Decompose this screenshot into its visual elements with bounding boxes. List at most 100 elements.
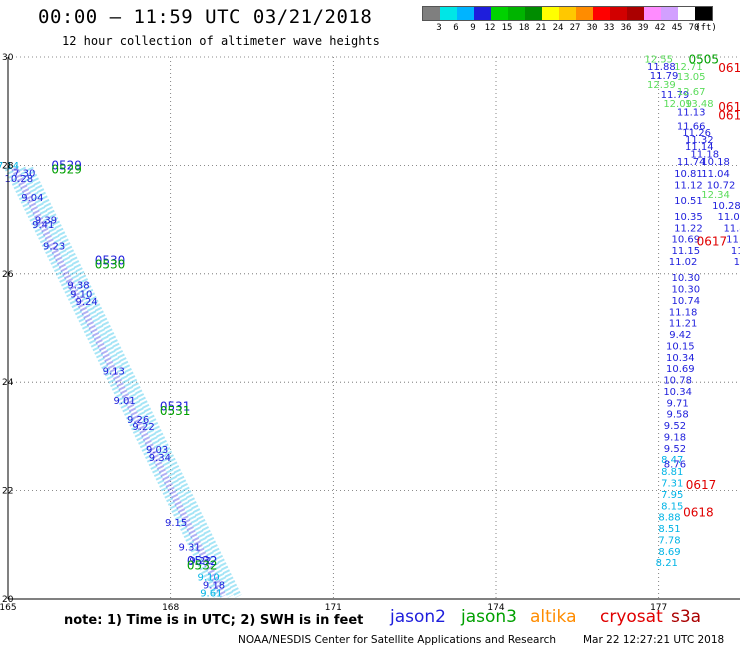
mission-jason2: jason2: [390, 607, 446, 627]
page-subtitle: 12 hour collection of altimeter wave hei…: [62, 34, 380, 48]
wave-height-value: 7.31: [661, 479, 683, 490]
legend-bin-label: 70: [688, 23, 700, 33]
axis-layer: 165 168 171 174 177 30 28 26 24 22 20: [0, 53, 740, 613]
legend-bin-label: 12: [484, 23, 496, 33]
legend-bin-label: 6: [453, 23, 459, 33]
wave-height-value: 9.61: [200, 589, 222, 600]
legend-swatch: [423, 7, 440, 20]
legend-bin-label: 42: [654, 23, 666, 33]
wave-height-value: 11.66: [677, 121, 706, 132]
wave-height-value: 7.14: [0, 161, 19, 172]
legend-swatch: [491, 7, 508, 20]
wave-height-value: 9.18: [664, 432, 686, 443]
footer-note: note: 1) Time is in UTC; 2) SWH is in fe…: [64, 613, 364, 628]
x-tick-label: 168: [162, 603, 179, 613]
wave-height-value: 12.09: [663, 99, 692, 110]
wave-height-value: 13.48: [685, 99, 714, 110]
wave-height-value: 11: [734, 257, 740, 268]
wave-height-value: 8.76: [664, 460, 686, 471]
wave-height-value: 11.79: [661, 90, 690, 101]
wave-height-value: 8.15: [661, 501, 683, 512]
wave-height-value: 9.18: [203, 580, 225, 591]
page-title: 00:00 – 11:59 UTC 03/21/2018: [38, 6, 373, 28]
wave-height-value: 9.13: [103, 366, 125, 377]
y-tick-label: 20: [2, 595, 14, 605]
pass-number-label: 0530: [95, 258, 126, 272]
wave-height-value: 11.18: [669, 307, 698, 318]
wave-height-value: 8.21: [656, 558, 678, 569]
wave-height-value: 11.12: [674, 180, 703, 191]
wave-height-value: 10.81: [674, 169, 703, 180]
swath-track: [11, 166, 227, 598]
wave-height-value: 11.22: [674, 223, 703, 234]
wave-height-value: 8.69: [658, 547, 680, 558]
pass-number-label: 0530: [95, 253, 126, 267]
wave-height-value: 10.30: [671, 285, 700, 296]
wave-height-value: 10.51: [674, 196, 703, 207]
pass-number-label: 0532: [187, 554, 218, 568]
wave-height-value: 10.35: [674, 212, 703, 223]
legend-bin-label: 24: [552, 23, 564, 33]
wave-height-value: 11.74: [677, 157, 706, 168]
legend-swatch: [508, 7, 525, 20]
point-layer: 7.147.3010.289.049.399.419.239.389.109.2…: [0, 55, 740, 600]
legend-labels: 3 6 9 12 15 18 21 24 27 30 33 36 39 42 45 70 (ft): [422, 23, 717, 35]
wave-height-value: 8.51: [658, 524, 680, 535]
wave-height-value: 13.05: [677, 72, 706, 83]
pass-number-label: 0529: [51, 163, 82, 177]
wave-height-value: 10.74: [671, 296, 700, 307]
footer-credit: NOAA/NESDIS Center for Satellite Applica…: [238, 634, 556, 646]
wave-height-value: 10.28: [712, 201, 740, 212]
wave-height-value: 9.38: [67, 281, 89, 292]
wave-height-value: 11.00: [718, 212, 740, 223]
x-tick-label: 174: [487, 603, 504, 613]
x-tick-label: 165: [0, 603, 17, 613]
wave-height-value: 11.88: [647, 62, 676, 73]
wave-height-value: 11.15: [671, 246, 700, 257]
legend-swatch: [593, 7, 610, 20]
wave-height-value: 9.31: [179, 543, 201, 554]
legend-swatch: [474, 7, 491, 20]
wave-height-value: 9.22: [189, 556, 211, 567]
wave-height-value: 11.32: [685, 135, 714, 146]
legend-swatch: [457, 7, 474, 20]
wave-height-value: 7.30: [13, 169, 35, 180]
wave-height-value: 11.26: [682, 128, 711, 139]
wave-height-value: 9.26: [127, 415, 149, 426]
wave-height-value: 10.69: [671, 235, 700, 246]
pass-number-label: 061: [718, 100, 740, 114]
x-tick-label: 171: [325, 603, 342, 613]
wave-height-value: 12.71: [674, 62, 703, 73]
wave-height-value: 8.47: [661, 455, 683, 466]
y-tick-label: 26: [2, 270, 14, 280]
legend-swatch: [559, 7, 576, 20]
pass-label-layer: 0529052905300530053105310532053205050610…: [51, 53, 740, 573]
swath-track: [18, 166, 234, 598]
wave-height-value: 9.58: [667, 410, 689, 421]
pass-number-label: 0529: [51, 158, 82, 172]
mission-cryosat: cryosat: [600, 607, 663, 627]
wave-height-value: 10.34: [663, 387, 692, 398]
wave-height-value: 9.22: [132, 422, 154, 433]
wave-height-value: 9.34: [149, 453, 171, 464]
legend-unit: (ft): [695, 23, 717, 33]
swath-track: [4, 166, 220, 598]
wave-height-value: 9.10: [197, 572, 219, 583]
pass-number-label: 0618: [683, 505, 714, 519]
wave-height-value: 11.21: [669, 319, 698, 330]
legend-swatch: [542, 7, 559, 20]
wave-height-value: 10.72: [707, 180, 736, 191]
wave-height-value: 11.14: [685, 142, 714, 153]
wave-height-value: 9.52: [664, 444, 686, 455]
wave-height-value: 9.24: [75, 297, 97, 308]
wave-height-value: 9.41: [32, 220, 54, 231]
legend-bin-label: 9: [470, 23, 476, 33]
legend-swatch: [644, 7, 661, 20]
wave-height-value: 12.55: [644, 55, 673, 66]
pass-number-label: 0532: [187, 558, 218, 572]
pass-number-label: 0617: [686, 478, 717, 492]
legend-bin-label: 27: [569, 23, 581, 33]
y-tick-label: 30: [2, 53, 14, 63]
wave-height-value: 9.03: [146, 445, 168, 456]
legend-bin-label: 36: [620, 23, 632, 33]
